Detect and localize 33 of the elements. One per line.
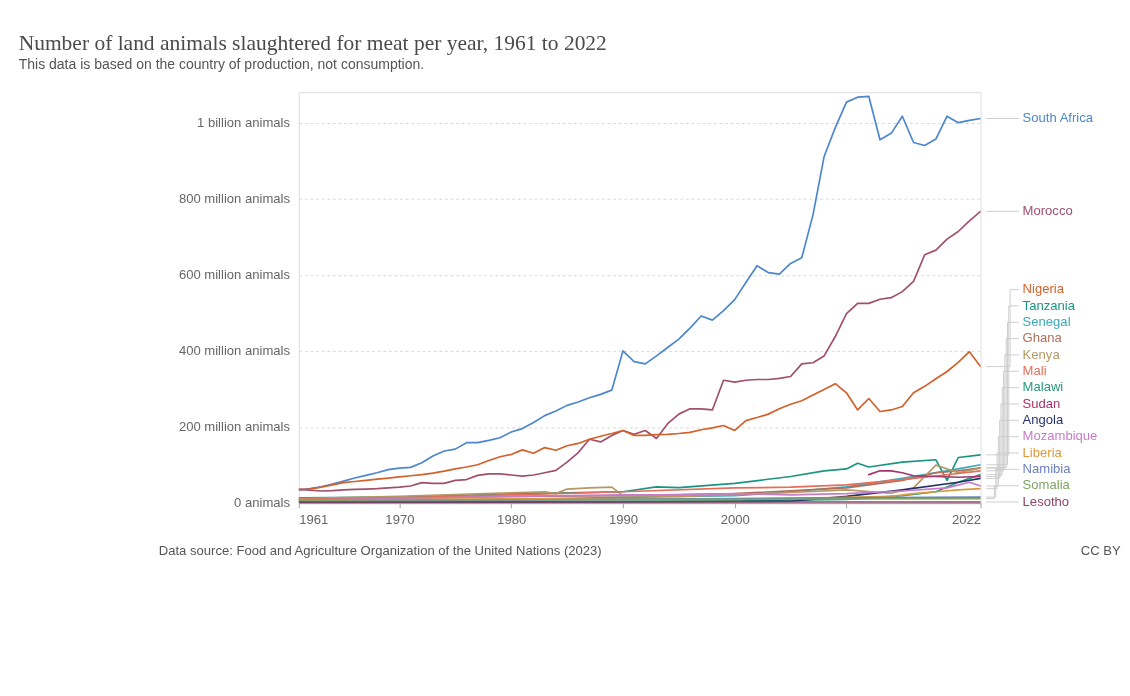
- text: South Africa: [1022, 110, 1094, 126]
- y-tick-label: 400 million animals: [178, 343, 291, 359]
- chart-title: Number of land animals slaughtered for meat per year, 1961 to 2022: [18, 31, 607, 56]
- text: Somalia: [1022, 477, 1071, 493]
- text: Mozambique: [1022, 428, 1098, 444]
- text: CC BY: [1080, 543, 1121, 559]
- text: Tanzania: [1022, 297, 1076, 313]
- text: Morocco: [1022, 203, 1073, 219]
- x-tick-label: 1970: [385, 512, 415, 528]
- y-tick-label: 800 million animals: [178, 190, 291, 206]
- text: Kenya: [1022, 346, 1061, 362]
- y-tick-label: 1 billion animals: [197, 114, 291, 130]
- x-tick-label: 2000: [720, 512, 750, 528]
- text: Lesotho: [1022, 493, 1070, 509]
- text: Ghana: [1022, 330, 1063, 346]
- text: Nigeria: [1022, 281, 1065, 297]
- text: Namibia: [1022, 461, 1072, 477]
- text: Mali: [1022, 363, 1047, 379]
- text: Malawi: [1022, 379, 1064, 395]
- y-tick-label: 200 million animals: [178, 419, 291, 435]
- x-tick-label: 2022: [951, 512, 982, 528]
- y-tick-label: 0 animals: [234, 495, 291, 511]
- x-tick-label: 1961: [299, 512, 329, 528]
- y-tick-label: 600 million animals: [178, 267, 291, 283]
- chart-subtitle: This data is based on the country of production, not consumption.: [18, 55, 425, 72]
- x-tick-label: 2010: [832, 512, 862, 528]
- x-tick-label: 1990: [608, 512, 638, 528]
- source-note: Data source: Food and Agriculture Organization of the United Nations (2023): [158, 543, 602, 559]
- x-tick-label: 1980: [497, 512, 527, 528]
- text: Senegal: [1022, 313, 1071, 329]
- text: Liberia: [1022, 444, 1063, 460]
- text: Sudan: [1022, 395, 1061, 411]
- text: Angola: [1022, 412, 1065, 428]
